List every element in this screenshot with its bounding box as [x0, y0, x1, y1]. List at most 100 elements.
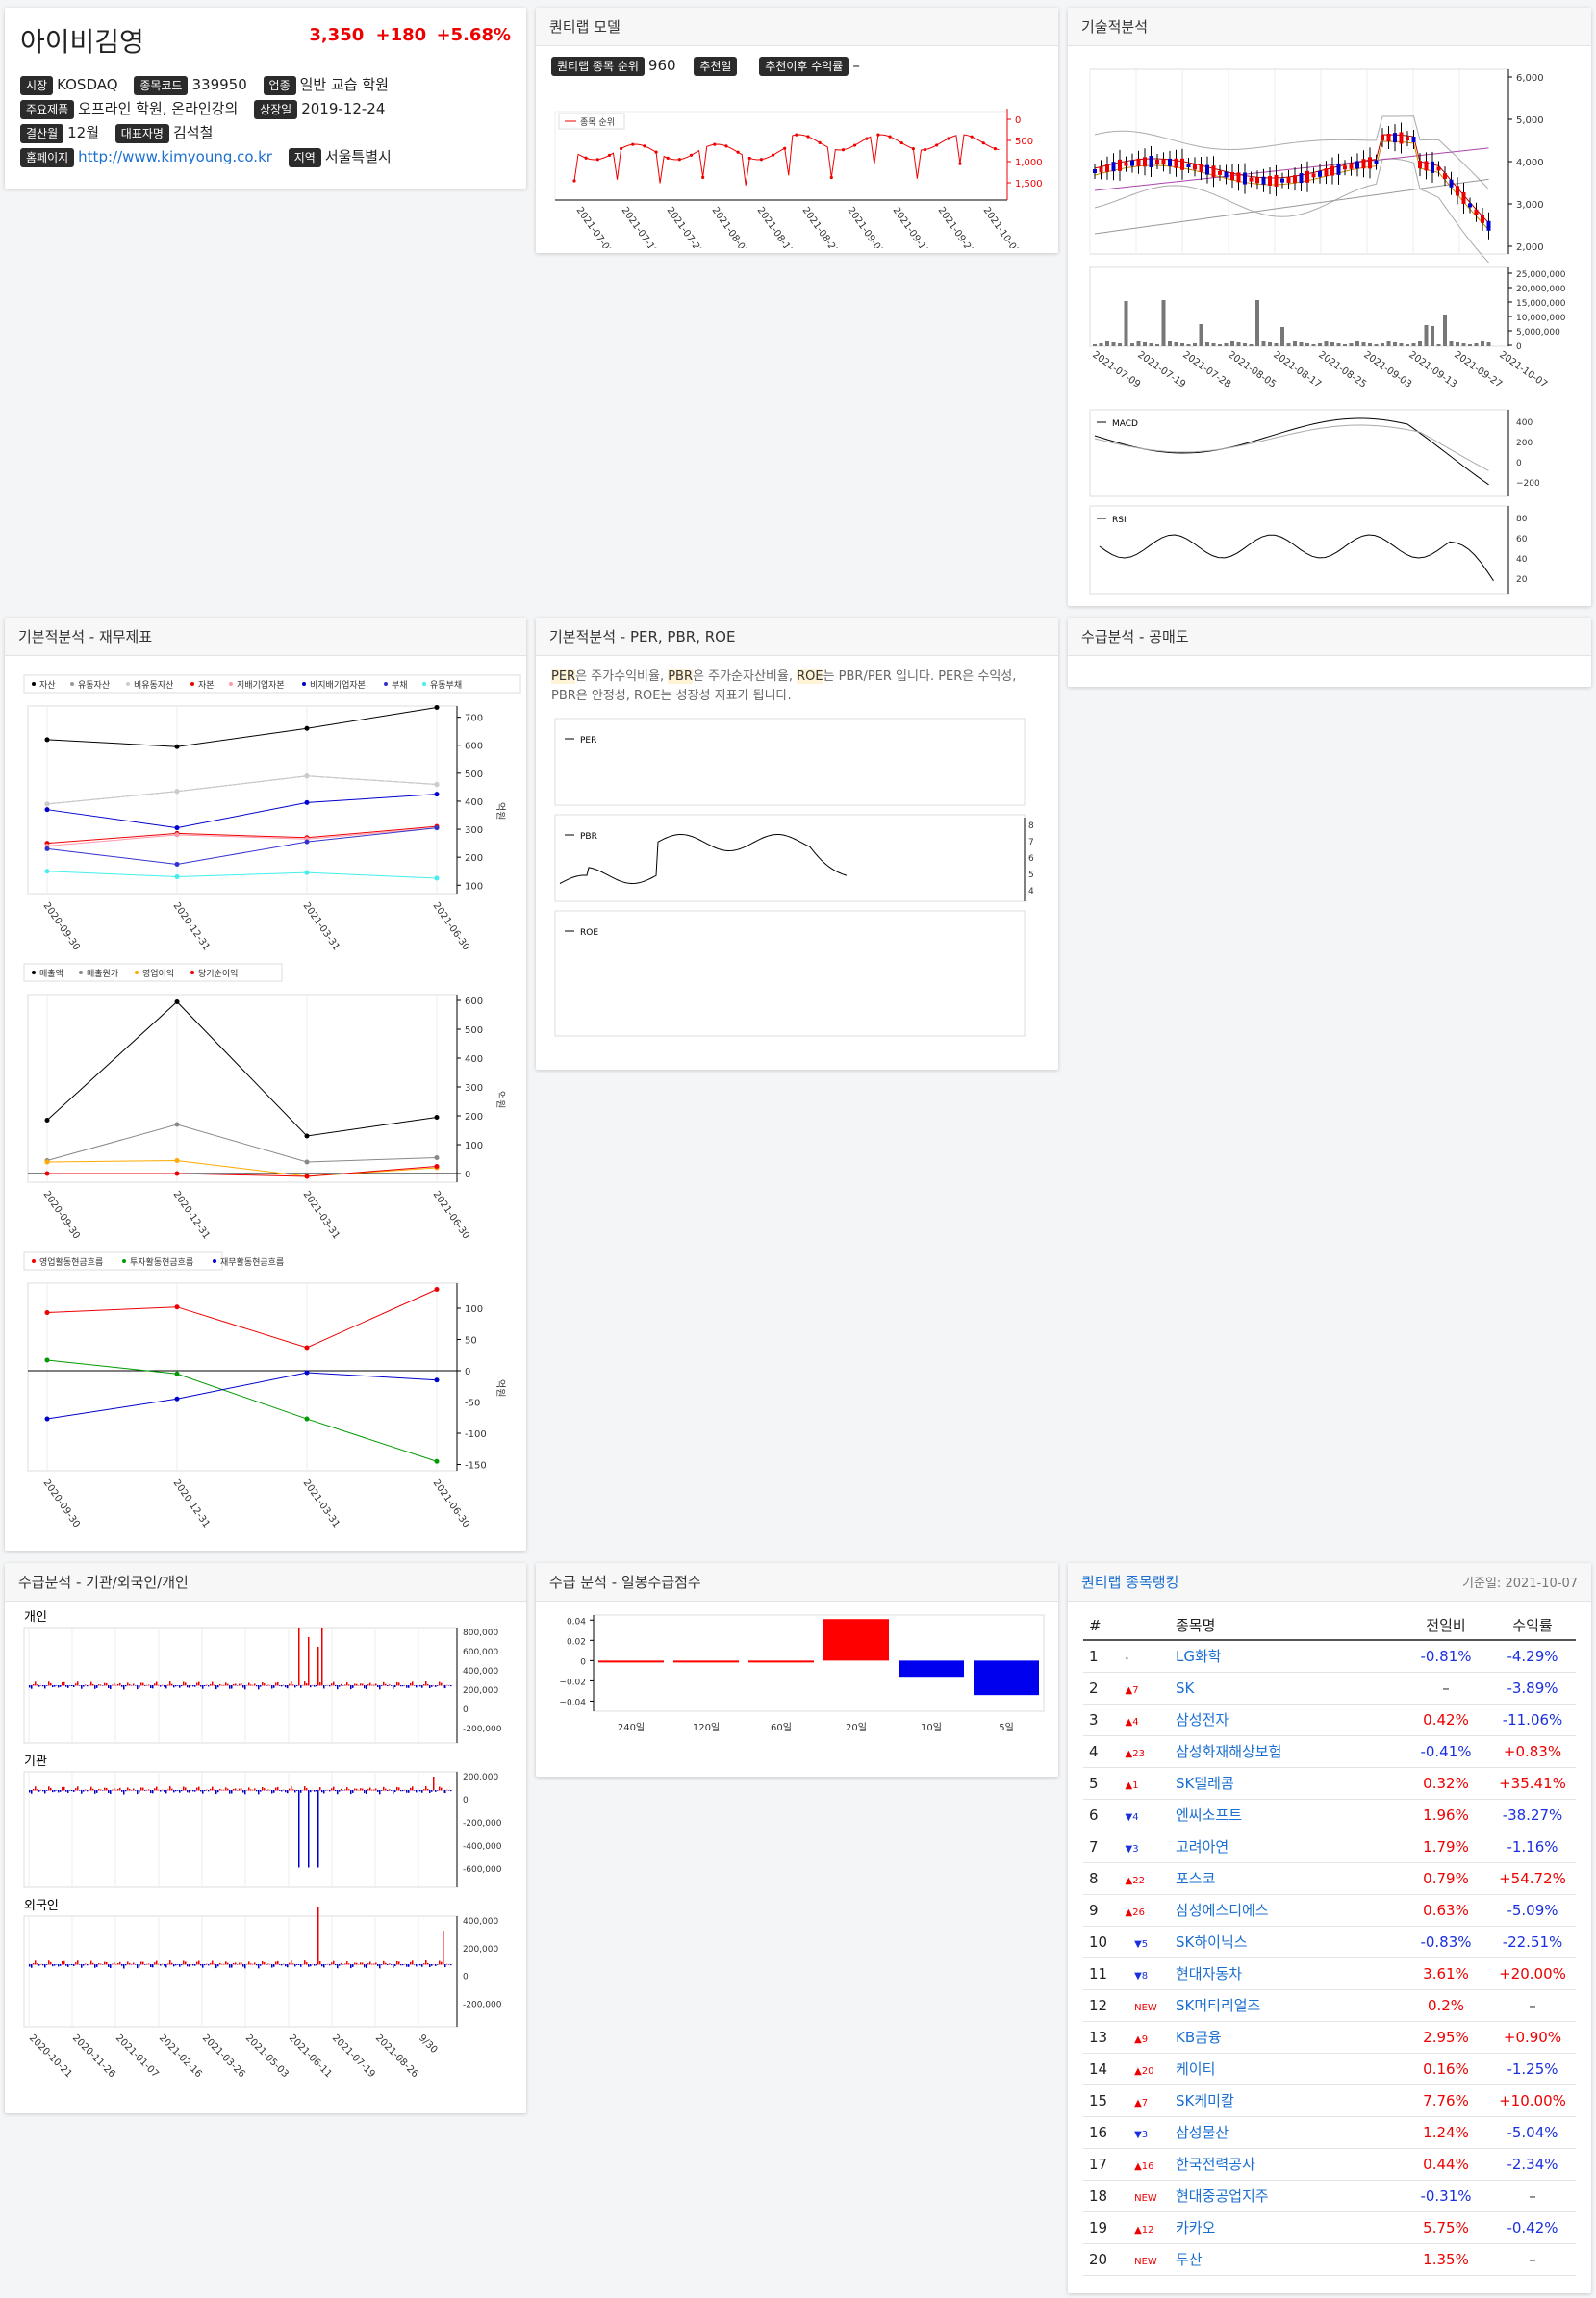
flow-bar [337, 1964, 339, 1969]
ranking-row[interactable]: 15 ▲7 SK케미칼 7.76% +10.00% [1083, 2084, 1576, 2117]
stock-link[interactable]: SK텔레콤 [1176, 1775, 1234, 1792]
flow-bar [137, 1964, 139, 1969]
flow-bar [37, 1789, 38, 1791]
ranking-row[interactable]: 10 ▼5 SK하이닉스 -0.83% -22.51% [1083, 1926, 1576, 1958]
flow-bar [419, 1790, 421, 1792]
x-tick-label: 2020-12-31 [171, 900, 212, 952]
quant-rank-value: 960 [647, 57, 676, 74]
flow-bar [418, 1685, 419, 1686]
flow-bar [54, 1685, 56, 1687]
flow-bar [181, 1964, 183, 1966]
flow-bar [152, 1685, 154, 1689]
flow-bar [129, 1962, 131, 1965]
flow-bar [198, 1786, 200, 1791]
rank-move: ▼5 [1134, 1938, 1149, 1950]
ranking-title[interactable]: 퀀티랩 종목랭킹 [1081, 1574, 1179, 1591]
tick-label: 80 [1516, 515, 1528, 524]
flow-bar [214, 1963, 215, 1965]
x-tick-label: 2020-09-30 [41, 1189, 82, 1241]
flow-bar [108, 1964, 110, 1967]
flow-bar [277, 1960, 279, 1965]
stock-change-pct: +5.68% [436, 25, 511, 45]
data-point [174, 861, 180, 867]
stock-link[interactable]: KB금융 [1176, 2029, 1222, 2046]
stock-link[interactable]: 엔씨소프트 [1176, 1806, 1243, 1824]
flow-bar [179, 1964, 181, 1967]
flow-bar [112, 1789, 114, 1791]
flow-bar [58, 1685, 60, 1688]
ranking-row[interactable]: 6 ▼4 엔씨소프트 1.96% -38.27% [1083, 1799, 1576, 1831]
stock-link[interactable]: 삼성화재해상보험 [1176, 1743, 1282, 1760]
return-cell: -38.27% [1489, 1799, 1576, 1831]
industry-value: 일반 교습 학원 [299, 76, 389, 93]
flow-bar [154, 1788, 156, 1791]
legend-label: 자본 [198, 680, 215, 691]
rank-point [771, 153, 775, 157]
ranking-row[interactable]: 7 ▼3 고려아연 1.79% -1.16% [1083, 1831, 1576, 1863]
stock-link[interactable]: 포스코 [1176, 1870, 1216, 1887]
ranking-row[interactable]: 13 ▲9 KB금융 2.95% +0.90% [1083, 2021, 1576, 2054]
flow-bar [92, 1788, 94, 1791]
stock-link[interactable]: SK하이닉스 [1176, 1933, 1248, 1951]
stock-link[interactable]: SK케미칼 [1176, 2092, 1234, 2109]
ranking-row[interactable]: 14 ▲20 케이티 0.16% -1.25% [1083, 2053, 1576, 2085]
stock-link[interactable]: 현대중공업지주 [1176, 2187, 1269, 2205]
flow-bar [42, 1685, 44, 1687]
flow-bar [67, 1790, 69, 1793]
stock-link[interactable]: SK머티리얼즈 [1176, 1997, 1261, 2014]
ranking-row[interactable]: 1- LG화학 -0.81% -4.29% [1083, 1640, 1576, 1673]
volume-bar [1456, 342, 1459, 346]
stock-link[interactable]: 한국전력공사 [1176, 2156, 1255, 2173]
ranking-row[interactable]: 2 ▲7 SK – -3.89% [1083, 1672, 1576, 1705]
stock-link[interactable]: 고려아연 [1176, 1838, 1229, 1856]
ranking-row[interactable]: 9 ▲26 삼성에스디에스 0.63% -5.09% [1083, 1894, 1576, 1927]
volume-bar [1393, 342, 1397, 346]
homepage-link[interactable]: http://www.kimyoung.co.kr [78, 148, 272, 165]
series-line [46, 794, 438, 829]
ranking-row[interactable]: 4 ▲23 삼성화재해상보험 -0.41% +0.83% [1083, 1735, 1576, 1768]
ranking-row[interactable]: 8 ▲22 포스코 0.79% +54.72% [1083, 1862, 1576, 1895]
ranking-row[interactable]: 18 NEW 현대중공업지주 -0.31% – [1083, 2180, 1576, 2212]
change-cell: -0.81% [1403, 1640, 1489, 1673]
listed-tag: 상장일 [254, 100, 298, 119]
series-line [46, 827, 438, 847]
flow-bar [100, 1963, 102, 1965]
ranking-row[interactable]: 11 ▼8 현대자동차 3.61% +20.00% [1083, 1957, 1576, 1990]
flow-bar [79, 1964, 81, 1965]
stock-link[interactable]: 카카오 [1176, 2219, 1216, 2236]
ranking-row[interactable]: 3 ▲4 삼성전자 0.42% -11.06% [1083, 1704, 1576, 1736]
stock-link[interactable]: 두산 [1176, 2251, 1203, 2268]
tick-label: 5 [1028, 871, 1034, 880]
candle [1161, 159, 1166, 165]
stock-link[interactable]: 케이티 [1176, 2060, 1216, 2078]
stock-link[interactable]: 현대자동차 [1176, 1965, 1243, 1982]
ranking-row[interactable]: 5 ▲1 SK텔레콤 0.32% +35.41% [1083, 1767, 1576, 1800]
flow-bar [402, 1685, 404, 1687]
change-cell: 0.44% [1403, 2148, 1489, 2181]
ranking-row[interactable]: 16 ▼3 삼성물산 1.24% -5.04% [1083, 2116, 1576, 2149]
flow-bar [139, 1790, 140, 1793]
flow-bar [267, 1684, 269, 1686]
flow-bar [102, 1790, 104, 1791]
return-cell: -1.16% [1489, 1831, 1576, 1863]
stock-link[interactable]: 삼성에스디에스 [1176, 1902, 1269, 1919]
tick-label: -200,000 [463, 1725, 502, 1734]
candle [1361, 159, 1366, 169]
stock-link[interactable]: 삼성물산 [1176, 2124, 1229, 2141]
ranking-row[interactable]: 12 NEW SK머티리얼즈 0.2% – [1083, 1989, 1576, 2022]
flow-bar [65, 1964, 67, 1966]
legend-marker [384, 682, 388, 686]
ranking-row[interactable]: 19 ▲12 카카오 5.75% -0.42% [1083, 2211, 1576, 2244]
technical-card: 기술적분석 6,000 5,000 4,000 3,000 2,000 25,000,0… [1068, 8, 1591, 606]
flow-bar [242, 1790, 244, 1793]
data-point [434, 1164, 440, 1169]
ranking-row[interactable]: 17 ▲16 한국전력공사 0.44% -2.34% [1083, 2148, 1576, 2181]
rank-cell: 16 ▼3 [1083, 2116, 1170, 2149]
rank-move: ▼8 [1134, 1970, 1149, 1982]
tick-label: 25,000,000 [1516, 270, 1566, 280]
stock-link[interactable]: SK [1176, 1679, 1195, 1697]
ranking-row[interactable]: 20 NEW 두산 1.35% – [1083, 2243, 1576, 2276]
rank-point [713, 142, 717, 146]
stock-link[interactable]: 삼성전자 [1176, 1711, 1229, 1729]
stock-link[interactable]: LG화학 [1176, 1648, 1222, 1666]
